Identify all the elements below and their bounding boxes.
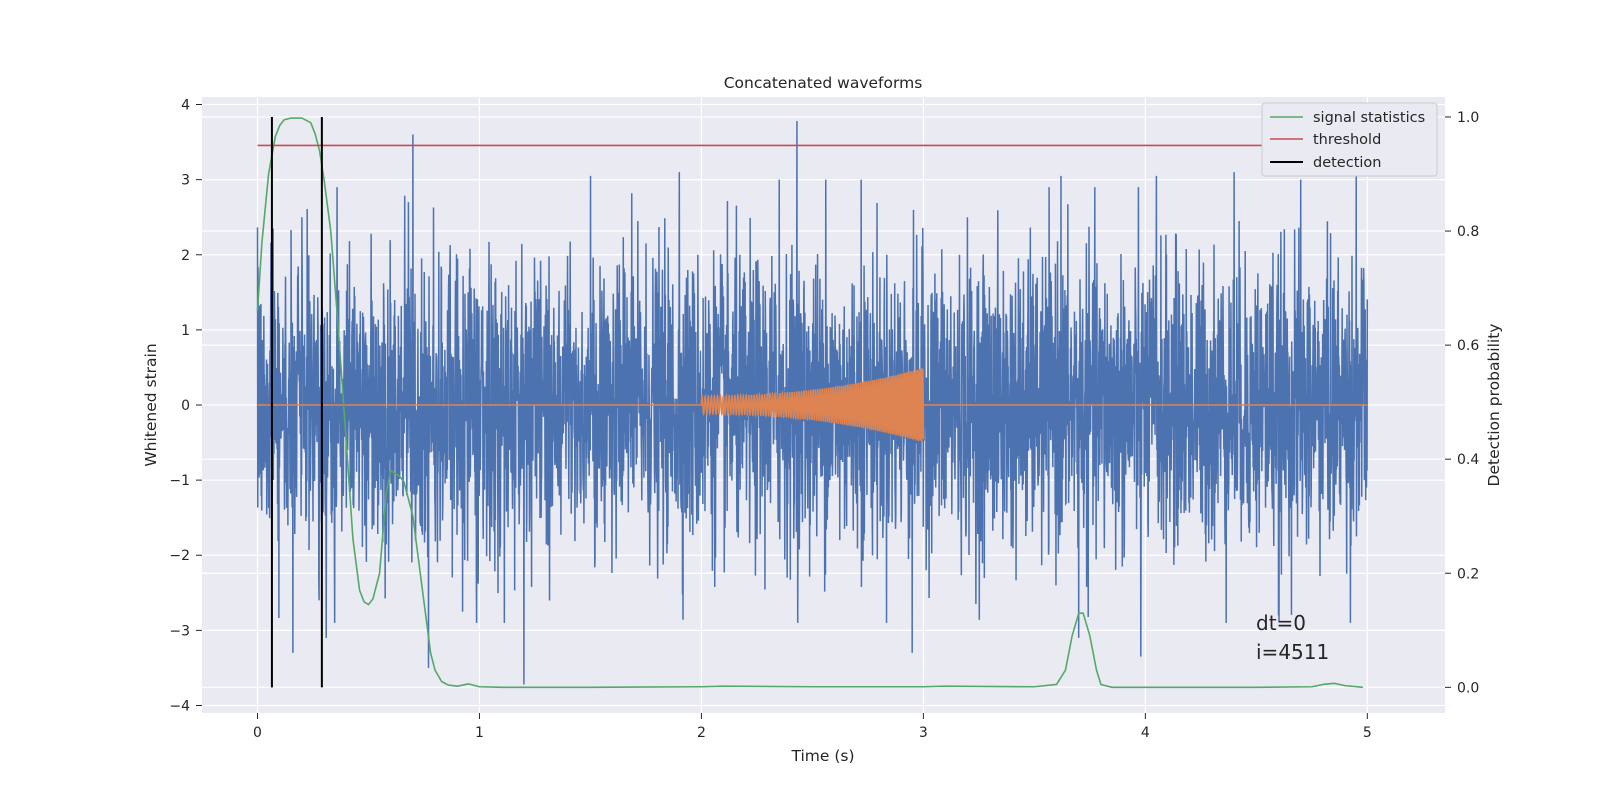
annotation-index: i=4511 — [1256, 640, 1329, 664]
x-tick-label: 3 — [919, 725, 928, 741]
ticks: 0 1 2 3 4 5 −4 −3 −2 −1 0 1 2 3 4 0.0 0.2 0.4 0.6 0.8 1.0 — [169, 98, 1479, 741]
y-tick-label: 3 — [181, 173, 190, 189]
legend: signal statistics threshold detection — [1261, 102, 1438, 177]
y-tick-label: −1 — [169, 473, 190, 489]
y-tick-label: 2 — [181, 248, 190, 264]
y2-tick-label: 0.0 — [1457, 680, 1479, 696]
legend-label-detection: detection — [1313, 155, 1381, 171]
plot-content — [256, 116, 1369, 689]
y2-tick-label: 0.8 — [1457, 224, 1479, 240]
x-tick-label: 0 — [253, 725, 262, 741]
y-tick-label: 4 — [181, 98, 190, 114]
y-axis-label: Whitened strain — [142, 343, 160, 466]
y-tick-label: −4 — [169, 698, 190, 714]
y-tick-label: 0 — [181, 398, 190, 414]
y-tick-label: −2 — [169, 548, 190, 564]
y2-axis-label: Detection probability — [1485, 324, 1503, 487]
legend-label-threshold: threshold — [1313, 132, 1381, 148]
y2-tick-label: 1.0 — [1457, 110, 1479, 126]
legend-label-signal-statistics: signal statistics — [1313, 110, 1425, 126]
x-axis-label: Time (s) — [790, 747, 854, 765]
annotation-dt: dt=0 — [1256, 611, 1306, 635]
y2-tick-label: 0.2 — [1457, 566, 1479, 582]
y2-tick-label: 0.4 — [1457, 452, 1479, 468]
y2-tick-label: 0.6 — [1457, 338, 1479, 354]
x-tick-label: 2 — [697, 725, 706, 741]
series-injected-chirp — [257, 368, 1368, 442]
chart-title: Concatenated waveforms — [724, 74, 923, 92]
series-noise-strain — [256, 121, 1369, 685]
y-tick-label: −3 — [169, 623, 190, 639]
y-tick-label: 1 — [181, 323, 190, 339]
x-tick-label: 4 — [1141, 725, 1150, 741]
x-tick-label: 5 — [1363, 725, 1372, 741]
legend-box — [1261, 102, 1438, 177]
x-tick-label: 1 — [475, 725, 484, 741]
